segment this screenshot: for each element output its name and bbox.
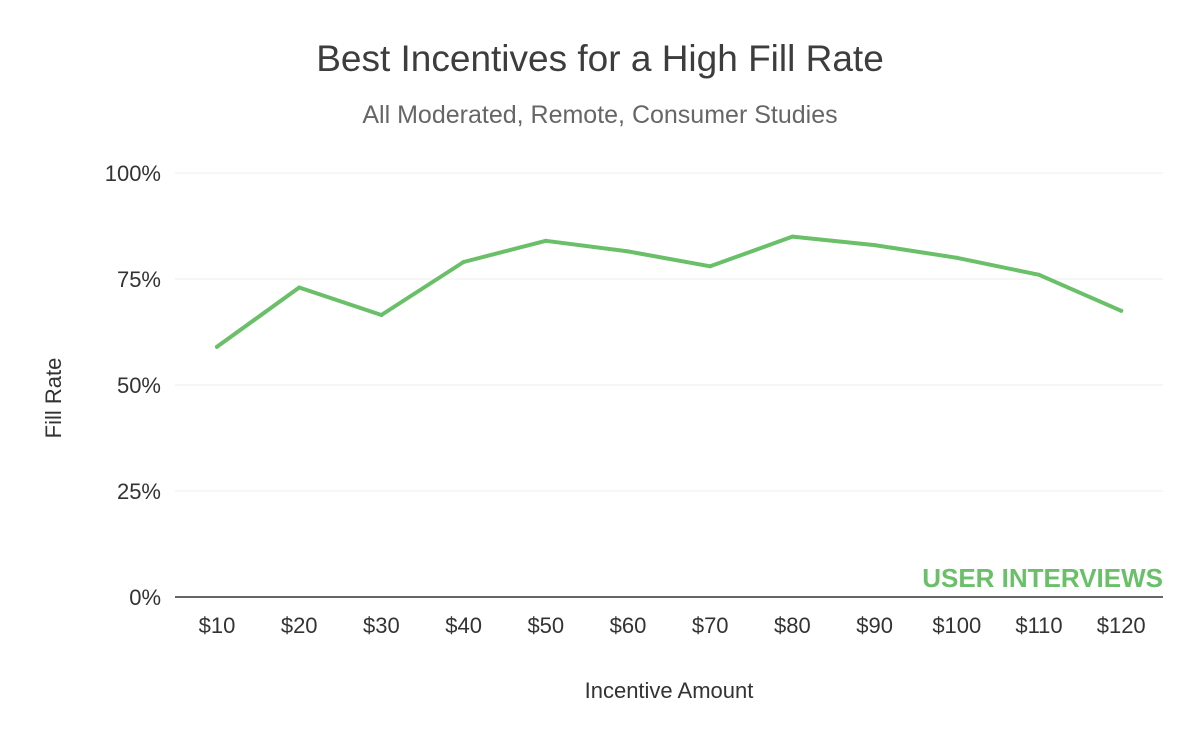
x-tick-label: $70 xyxy=(692,613,729,638)
data-point xyxy=(461,260,466,265)
y-tick-label: 75% xyxy=(117,267,161,292)
data-point xyxy=(1119,308,1124,313)
x-tick-label: $120 xyxy=(1097,613,1146,638)
data-point xyxy=(708,264,713,269)
data-point xyxy=(872,243,877,248)
x-tick-label: $90 xyxy=(856,613,893,638)
x-axis-title: Incentive Amount xyxy=(585,678,754,703)
series-layer xyxy=(215,234,1124,349)
data-point xyxy=(954,255,959,260)
x-tick-label: $40 xyxy=(445,613,482,638)
data-point xyxy=(1037,272,1041,277)
data-point xyxy=(379,313,384,318)
x-tick-label: $60 xyxy=(610,613,647,638)
data-point xyxy=(297,285,302,290)
y-tick-label: 0% xyxy=(129,585,161,610)
brand-watermark: USER INTERVIEWS xyxy=(922,563,1163,593)
x-tick-label: $80 xyxy=(774,613,811,638)
data-point xyxy=(543,238,548,243)
data-point xyxy=(626,249,630,254)
data-point xyxy=(215,344,219,349)
y-tick-label: 50% xyxy=(117,373,161,398)
gridlines xyxy=(175,172,1163,492)
data-point xyxy=(790,234,795,239)
x-tick-label: $100 xyxy=(932,613,981,638)
x-tick-label: $110 xyxy=(1015,613,1062,638)
chart-subtitle: All Moderated, Remote, Consumer Studies xyxy=(362,101,838,129)
y-tick-label: 100% xyxy=(105,161,161,186)
x-tick-label: $10 xyxy=(199,613,236,638)
chart-title: Best Incentives for a High Fill Rate xyxy=(316,38,884,79)
x-tick-label: $30 xyxy=(363,613,400,638)
x-axis-ticks: $10 $20 $30 $40 $50 $60 $70 $80 $90 $100 $110 $120 xyxy=(199,613,1146,638)
series-line xyxy=(215,234,1124,349)
y-axis-title: Fill Rate xyxy=(41,358,66,439)
x-tick-label: $50 xyxy=(527,613,564,638)
y-tick-label: 25% xyxy=(117,479,161,504)
y-axis-ticks: 0% 25% 50% 75% 100% xyxy=(105,161,161,610)
x-tick-label: $20 xyxy=(281,613,318,638)
